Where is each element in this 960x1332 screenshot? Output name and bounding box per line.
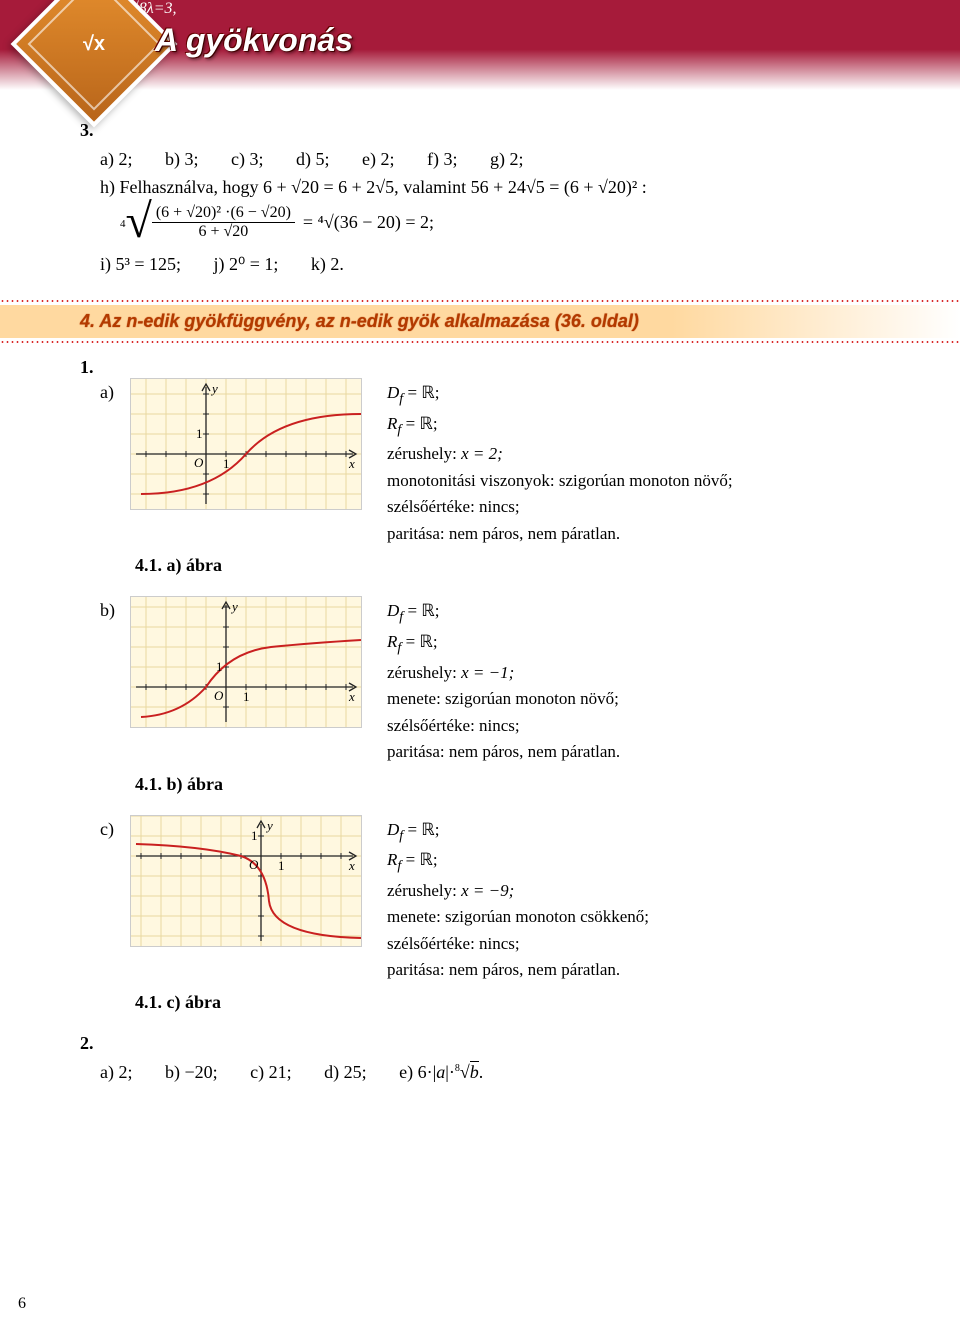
ex1-a-label: a)	[100, 378, 130, 403]
exercise-2: 2. a) 2; b) −20; c) 21; d) 25; e) 6·|a|·…	[80, 1033, 920, 1090]
ex1-a-row: a) O 1 1 x y Df = ℝ; Rf = ℝ; zérushely: x = …	[100, 378, 920, 547]
ex3-i: i) 5³ = 125;	[100, 254, 181, 274]
ex3-g: g) 2;	[490, 149, 524, 169]
ex2-a: a) 2;	[100, 1062, 132, 1082]
chapter-title: A gyökvonás	[155, 22, 353, 59]
mono: menete: szigorúan monoton növő;	[387, 686, 620, 712]
svg-text:O: O	[194, 455, 204, 470]
section-4-title: 4. Az n-edik gyökfüggvény, az n-edik gyö…	[0, 305, 960, 338]
ex1-a-desc: Df = ℝ; Rf = ℝ; zérushely: x = 2; monoto…	[387, 378, 733, 547]
diamond-sqrt-label: √x	[39, 0, 149, 99]
svg-text:1: 1	[251, 828, 258, 843]
ex3-ijk: i) 5³ = 125; j) 2⁰ = 1; k) 2.	[100, 246, 920, 282]
ex1-c-label: c)	[100, 815, 130, 840]
svg-text:y: y	[230, 599, 238, 614]
svg-text:y: y	[265, 818, 273, 833]
zero-val: x = 2;	[457, 444, 503, 463]
ex1-c-desc: Df = ℝ; Rf = ℝ; zérushely: x = −9; menet…	[387, 815, 649, 984]
ext: szélsőértéke: nincs;	[387, 494, 733, 520]
ex1-a-graph: O 1 1 x y	[130, 378, 362, 510]
ex3-d: d) 5;	[296, 149, 330, 169]
exercise-number: 3.	[80, 120, 920, 141]
ex3-h-num-b: ·(6 − √20)	[225, 204, 291, 221]
zero-val: x = −1;	[457, 663, 514, 682]
ex1-b-caption: 4.1. b) ábra	[135, 774, 920, 795]
zero-label: zérushely:	[387, 444, 457, 463]
ex1-c-row: c) O 1 1 x y Df = ℝ; Rf = ℝ; zérushely: x = …	[100, 815, 920, 984]
mono: monotonitási viszonyok: szigorúan monoto…	[387, 468, 733, 494]
zero-val: x = −9;	[457, 881, 514, 900]
ex3-h-mid: valamint	[403, 177, 470, 197]
exercise-3: 3. a) 2; b) 3; c) 3; d) 5; e) 2; f) 3; g…	[80, 120, 920, 282]
zero-label: zérushely:	[387, 881, 457, 900]
exercise-number-1: 1.	[80, 357, 920, 378]
svg-text:1: 1	[278, 858, 285, 873]
zero-label: zérushely:	[387, 663, 457, 682]
ex3-h-prefix: h) Felhasználva, hogy	[100, 177, 263, 197]
svg-text:x: x	[348, 689, 355, 704]
svg-text:y: y	[210, 381, 218, 396]
svg-text:1: 1	[216, 659, 223, 674]
ex1-b-row: b) O 1 1 x y Df = ℝ; Rf = ℝ; zérushely: x = …	[100, 596, 920, 765]
ex3-b: b) 3;	[165, 149, 199, 169]
svg-text:x: x	[348, 858, 355, 873]
page-number: 6	[18, 1295, 26, 1313]
svg-text:O: O	[249, 857, 259, 872]
ex3-simple-answers: a) 2; b) 3; c) 3; d) 5; e) 2; f) 3; g) 2…	[100, 141, 920, 177]
ext: szélsőértéke: nincs;	[387, 713, 620, 739]
ex3-j: j) 2⁰ = 1;	[214, 254, 279, 274]
ex3-a: a) 2;	[100, 149, 132, 169]
parity: paritása: nem páros, nem páratlan.	[387, 739, 620, 765]
ex3-k: k) 2.	[311, 254, 344, 274]
ex1-a-caption: 4.1. a) ábra	[135, 555, 920, 576]
parity: paritása: nem páros, nem páratlan.	[387, 521, 733, 547]
svg-text:1: 1	[243, 689, 250, 704]
svg-text:1: 1	[196, 426, 203, 441]
ex3-f: f) 3;	[427, 149, 458, 169]
ex2-b: b) −20;	[165, 1062, 218, 1082]
svg-text:1: 1	[223, 456, 230, 471]
ex3-h-root-expr: 4 √ (6 + √20)² ·(6 − √20) 6 + √20 = ⁴√(3…	[120, 198, 920, 246]
ex2-c: c) 21;	[250, 1062, 291, 1082]
ex1-b-label: b)	[100, 596, 130, 621]
ext: szélsőértéke: nincs;	[387, 931, 649, 957]
exercise-number-2: 2.	[80, 1033, 920, 1054]
mono: menete: szigorúan monoton csökkenő;	[387, 904, 649, 930]
ex3-h-eq1-rhs: 56 + 24√5 = (6 + √20)² :	[471, 177, 647, 197]
ex1-c-caption: 4.1. c) ábra	[135, 992, 920, 1013]
ex1-c-graph: O 1 1 x y	[130, 815, 362, 947]
parity: paritása: nem páros, nem páratlan.	[387, 957, 649, 983]
chapter-banner: √8λ=3, √x A gyökvonás	[0, 0, 960, 90]
svg-text:x: x	[348, 456, 355, 471]
ex3-h-result: = ⁴√(36 − 20) = 2;	[303, 212, 434, 233]
ex1-b-graph: O 1 1 x y	[130, 596, 362, 728]
ex2-e-prefix: e)	[399, 1062, 417, 1082]
svg-text:O: O	[214, 688, 224, 703]
ex2-d: d) 25;	[324, 1062, 367, 1082]
ex3-h-eq1-lhs: 6 + √20 = 6 + 2√5,	[263, 177, 399, 197]
ex3-h-line1: h) Felhasználva, hogy 6 + √20 = 6 + 2√5,…	[100, 177, 920, 198]
ex3-h-num-a: (6 + √20)²	[156, 204, 221, 221]
page-content: 3. a) 2; b) 3; c) 3; d) 5; e) 2; f) 3; g…	[0, 90, 960, 1110]
ex3-e: e) 2;	[362, 149, 394, 169]
ex2-answers: a) 2; b) −20; c) 21; d) 25; e) 6·|a|·8√b…	[100, 1054, 920, 1090]
section-4-band: 4. Az n-edik gyökfüggvény, az n-edik gyö…	[0, 300, 960, 343]
ex1-b-desc: Df = ℝ; Rf = ℝ; zérushely: x = −1; menet…	[387, 596, 620, 765]
ex2-e-expr: 6·|a|·8√b.	[418, 1062, 484, 1082]
ex3-h-den: 6 + √20	[152, 223, 295, 241]
ex3-c: c) 3;	[231, 149, 263, 169]
exercise-1: 1. a) O 1 1 x y Df = ℝ; Rf = ℝ; zérushely: x…	[80, 357, 920, 1013]
